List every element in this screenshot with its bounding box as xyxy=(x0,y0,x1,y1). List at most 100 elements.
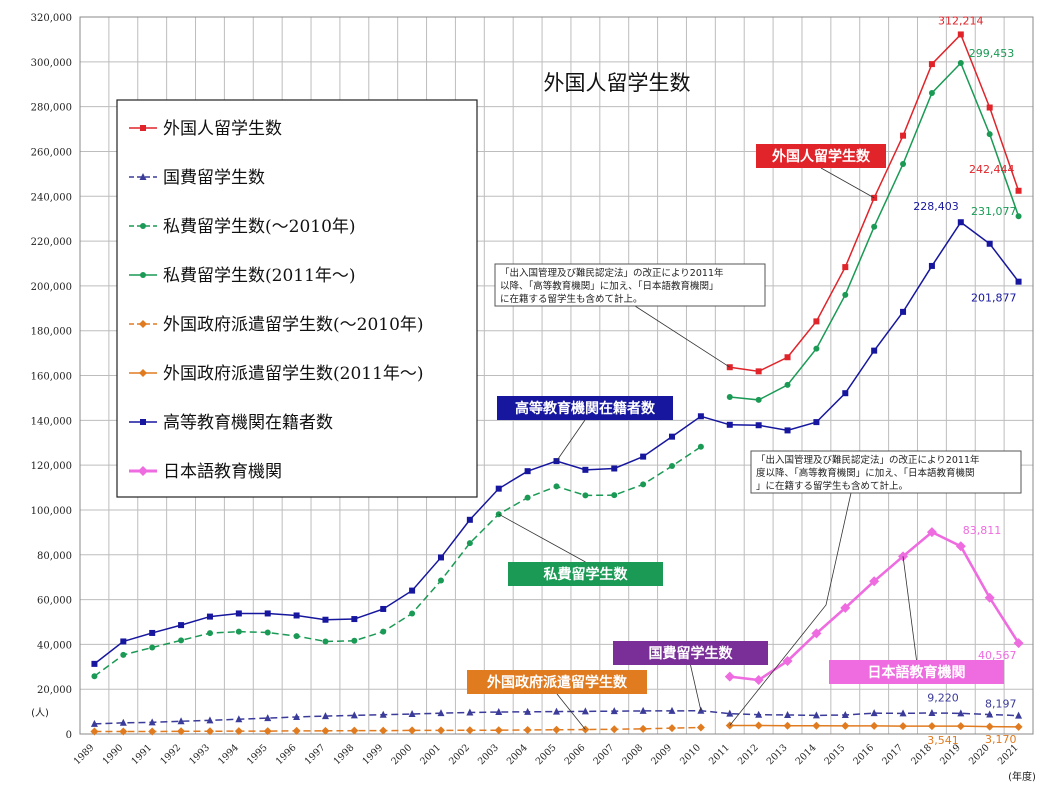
data-point xyxy=(784,354,791,361)
legend-label: 国費留学生数 xyxy=(163,168,265,188)
data-point xyxy=(610,725,619,734)
data-point xyxy=(139,320,147,328)
data-point xyxy=(119,727,128,736)
data-point xyxy=(724,671,735,682)
data-point xyxy=(753,675,764,686)
legend-item: 外国政府派遣留学生数(〜2010年) xyxy=(129,315,424,335)
data-point xyxy=(783,721,792,730)
data-point xyxy=(696,723,705,732)
note-leader xyxy=(729,492,852,726)
data-point xyxy=(90,727,99,736)
callout-leader xyxy=(902,556,917,661)
y-tick-label: 140,000 xyxy=(31,416,72,427)
series-line xyxy=(93,446,702,677)
legend-label: 高等教育機関在籍者数 xyxy=(163,413,333,433)
data-point xyxy=(669,433,676,440)
data-point xyxy=(755,368,762,375)
legend-item: 外国政府派遣留学生数(2011年〜) xyxy=(129,364,424,384)
data-point xyxy=(697,413,704,420)
data-point xyxy=(581,707,589,715)
y-axis: 0 20,000 40,000 60,000 80,000 100,000 120,000 1… xyxy=(31,13,72,741)
y-tick-label: 60,000 xyxy=(37,596,72,607)
data-point xyxy=(669,463,676,470)
callout-4: 外国政府派遣留学生数 xyxy=(467,670,647,730)
callout-label: 国費留学生数 xyxy=(649,645,734,662)
y-tick-label: 220,000 xyxy=(31,237,72,248)
data-point xyxy=(668,706,676,714)
data-point xyxy=(957,60,964,67)
data-label: 299,453 xyxy=(969,47,1015,60)
data-point xyxy=(639,706,647,714)
data-point xyxy=(1013,638,1024,649)
data-point xyxy=(1015,278,1022,285)
data-label: 83,811 xyxy=(963,524,1002,537)
data-point xyxy=(91,660,98,667)
data-point xyxy=(91,673,98,680)
data-point xyxy=(984,592,995,603)
data-point xyxy=(957,709,965,717)
callout-label: 日本語教育機関 xyxy=(868,664,966,681)
data-point xyxy=(206,613,213,620)
data-point xyxy=(870,709,878,717)
data-point xyxy=(582,466,589,473)
data-point xyxy=(524,494,531,501)
series-layer xyxy=(90,31,1024,736)
data-point xyxy=(292,726,301,735)
callout-label: 外国政府派遣留学生数 xyxy=(487,674,628,691)
data-point xyxy=(494,726,503,735)
data-point xyxy=(726,421,733,428)
data-point xyxy=(321,726,330,735)
data-point xyxy=(293,712,301,720)
data-point xyxy=(350,726,359,735)
data-point xyxy=(90,719,98,727)
data-point xyxy=(955,541,966,552)
data-point xyxy=(235,628,242,635)
data-point xyxy=(900,308,907,315)
data-point xyxy=(148,727,157,736)
legend-label: 日本語教育機関 xyxy=(163,462,282,482)
data-point xyxy=(465,726,474,735)
data-point xyxy=(235,715,243,723)
data-label: 8,197 xyxy=(985,698,1017,711)
y-tick-label: 80,000 xyxy=(37,551,72,562)
data-point xyxy=(840,602,851,613)
data-point xyxy=(812,711,820,719)
data-labels: 312,214 242,444 299,453 231,077 228,403 201,8… xyxy=(913,14,1016,747)
data-point xyxy=(842,264,849,271)
data-point xyxy=(957,31,964,38)
data-point xyxy=(697,443,704,450)
data-point xyxy=(120,638,127,645)
series-5 xyxy=(725,721,1023,731)
data-point xyxy=(782,655,793,666)
callout-label: 外国人留学生数 xyxy=(772,148,871,165)
data-point xyxy=(1015,213,1022,220)
legend-label: 外国政府派遣留学生数(〜2010年) xyxy=(163,315,424,335)
data-point xyxy=(149,629,156,636)
y-unit-label: (人) xyxy=(31,707,49,719)
data-point xyxy=(139,173,147,180)
note-box xyxy=(494,263,766,307)
data-point xyxy=(178,622,185,629)
legend-label: 外国政府派遣留学生数(2011年〜) xyxy=(163,364,424,384)
data-point xyxy=(812,721,821,730)
data-point xyxy=(553,707,560,715)
data-point xyxy=(726,709,734,717)
data-label: 3,170 xyxy=(985,733,1017,746)
data-point xyxy=(264,629,271,636)
callout-leader xyxy=(556,419,586,462)
data-point xyxy=(437,554,444,561)
chart-title: 外国人留学生数 xyxy=(544,71,691,95)
legend-box xyxy=(116,99,478,498)
data-point xyxy=(957,219,964,226)
note-line: 」に在籍する留学生も含めて計上。 xyxy=(756,480,908,492)
callout-box xyxy=(467,670,647,694)
data-point xyxy=(1015,187,1022,194)
data-point xyxy=(234,727,243,736)
data-point xyxy=(437,577,444,584)
data-point xyxy=(784,427,791,434)
data-point xyxy=(379,710,387,718)
note-0: 「出入国管理及び難民認定法」の改正により2011年以降、「高等教育機関」に加え、… xyxy=(494,263,766,368)
data-point xyxy=(755,710,763,718)
data-point xyxy=(1015,711,1023,719)
